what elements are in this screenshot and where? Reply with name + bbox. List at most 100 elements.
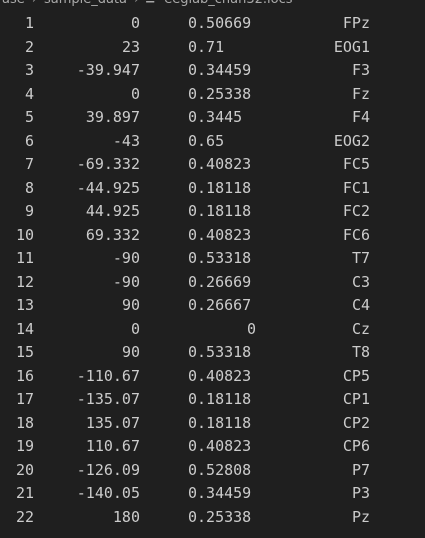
angle-value: -90 <box>112 272 140 291</box>
channel-label: Pz <box>351 507 370 526</box>
channel-label: T8 <box>351 343 370 361</box>
line-number: 6 <box>24 131 34 150</box>
channel-label: EOG1 <box>333 37 370 56</box>
channel-label: FPz <box>342 14 370 32</box>
chevron-right-icon: › <box>129 0 144 9</box>
angle-value: 39.897 <box>85 108 140 126</box>
angle-value: -110.67 <box>76 366 140 385</box>
line-number: 1 <box>24 14 34 32</box>
line-number: 14 <box>15 319 34 338</box>
channel-label: CP1 <box>342 390 370 408</box>
line-number: 20 <box>15 460 34 479</box>
code-line[interactable]: 2 23 0.71 EOG1 <box>0 36 425 60</box>
line-number: 4 <box>24 84 34 103</box>
angle-value: 110.67 <box>85 437 140 455</box>
code-lines[interactable]: 1 0 0.50669 FPz 2 23 0.71 EOG1 3 -39.947 0.34459 F3… <box>0 12 425 529</box>
channel-label: T7 <box>351 249 370 267</box>
breadcrumb: ase › sample_data › ≡ eeglab_chan32.locs <box>0 0 295 9</box>
channel-label: CP2 <box>342 413 370 432</box>
channel-label: P3 <box>351 484 370 502</box>
angle-value: 0 <box>130 319 140 338</box>
channel-label: F3 <box>351 61 370 79</box>
code-line[interactable]: 7 -69.332 0.40823 FC5 <box>0 153 425 177</box>
line-number: 21 <box>15 484 34 502</box>
line-number: 5 <box>24 108 34 126</box>
radius-value: 0.18118 <box>188 202 252 220</box>
radius-value: 0.25338 <box>188 507 252 526</box>
code-line[interactable]: 6 -43 0.65 EOG2 <box>0 130 425 154</box>
channel-label: CP5 <box>342 366 370 385</box>
angle-value: -43 <box>112 131 140 150</box>
breadcrumb-folder-ase[interactable]: ase <box>0 0 27 9</box>
channel-label: FC2 <box>342 202 370 220</box>
radius-value: 0.26667 <box>188 296 252 314</box>
code-line[interactable]: 5 39.897 0.3445 F4 <box>0 106 425 130</box>
angle-value: 44.925 <box>85 202 140 220</box>
code-line[interactable]: 12 -90 0.26669 C3 <box>0 271 425 295</box>
code-line[interactable]: 3 -39.947 0.34459 F3 <box>0 59 425 83</box>
plain-text-file-icon: ≡ <box>144 0 156 9</box>
line-number: 8 <box>24 178 34 197</box>
channel-label: CP6 <box>342 437 370 455</box>
angle-value: 90 <box>121 343 140 361</box>
code-line[interactable]: 14 0 0 Cz <box>0 318 425 342</box>
channel-label: EOG2 <box>333 131 370 150</box>
radius-value: 0.40823 <box>188 155 252 173</box>
radius-value: 0 <box>246 319 256 338</box>
code-line[interactable]: 21 -140.05 0.34459 P3 <box>0 482 425 506</box>
radius-value: 0.26669 <box>188 272 252 291</box>
angle-value: 135.07 <box>85 413 140 432</box>
channel-label: Cz <box>351 319 370 338</box>
line-number: 9 <box>24 202 34 220</box>
angle-value: -44.925 <box>76 178 140 197</box>
code-line[interactable]: 22 180 0.25338 Pz <box>0 506 425 530</box>
line-number: 18 <box>15 413 34 432</box>
code-line[interactable]: 4 0 0.25338 Fz <box>0 83 425 107</box>
line-number: 11 <box>15 249 34 267</box>
radius-value: 0.34459 <box>188 61 252 79</box>
code-line[interactable]: 18 135.07 0.18118 CP2 <box>0 412 425 436</box>
radius-value: 0.40823 <box>188 437 252 455</box>
angle-value: -140.05 <box>76 484 140 502</box>
code-line[interactable]: 15 90 0.53318 T8 <box>0 341 425 365</box>
angle-value: 69.332 <box>85 225 140 244</box>
channel-label: C3 <box>351 272 370 291</box>
code-line[interactable]: 8 -44.925 0.18118 FC1 <box>0 177 425 201</box>
code-line[interactable]: 9 44.925 0.18118 FC2 <box>0 200 425 224</box>
radius-value: 0.71 <box>188 37 225 56</box>
line-number: 3 <box>24 61 34 79</box>
angle-value: 23 <box>121 37 140 56</box>
radius-value: 0.52808 <box>188 460 252 479</box>
code-line[interactable]: 11 -90 0.53318 T7 <box>0 247 425 271</box>
line-number: 22 <box>15 507 34 526</box>
channel-label: P7 <box>351 460 370 479</box>
radius-value: 0.34459 <box>188 484 252 502</box>
radius-value: 0.18118 <box>188 390 252 408</box>
radius-value: 0.40823 <box>188 225 252 244</box>
code-line[interactable]: 10 69.332 0.40823 FC6 <box>0 224 425 248</box>
angle-value: 180 <box>112 507 140 526</box>
editor-bottom-edge <box>0 536 425 538</box>
radius-value: 0.40823 <box>188 366 252 385</box>
breadcrumb-folder-sample-data[interactable]: sample_data <box>42 0 129 9</box>
code-line[interactable]: 19 110.67 0.40823 CP6 <box>0 435 425 459</box>
code-line[interactable]: 13 90 0.26667 C4 <box>0 294 425 318</box>
code-line[interactable]: 20 -126.09 0.52808 P7 <box>0 459 425 483</box>
code-line[interactable]: 1 0 0.50669 FPz <box>0 12 425 36</box>
radius-value: 0.18118 <box>188 413 252 432</box>
radius-value: 0.53318 <box>188 343 252 361</box>
line-number: 17 <box>15 390 34 408</box>
channel-label: FC6 <box>342 225 370 244</box>
code-line[interactable]: 16 -110.67 0.40823 CP5 <box>0 365 425 389</box>
line-number: 15 <box>15 343 34 361</box>
line-number: 12 <box>15 272 34 291</box>
line-number: 19 <box>15 437 34 455</box>
radius-value: 0.3445 <box>188 108 243 126</box>
channel-label: FC5 <box>342 155 370 173</box>
breadcrumb-file[interactable]: eeglab_chan32.locs <box>162 0 294 9</box>
angle-value: -90 <box>112 249 140 267</box>
angle-value: 0 <box>130 14 140 32</box>
angle-value: -39.947 <box>76 61 140 79</box>
code-line[interactable]: 17 -135.07 0.18118 CP1 <box>0 388 425 412</box>
